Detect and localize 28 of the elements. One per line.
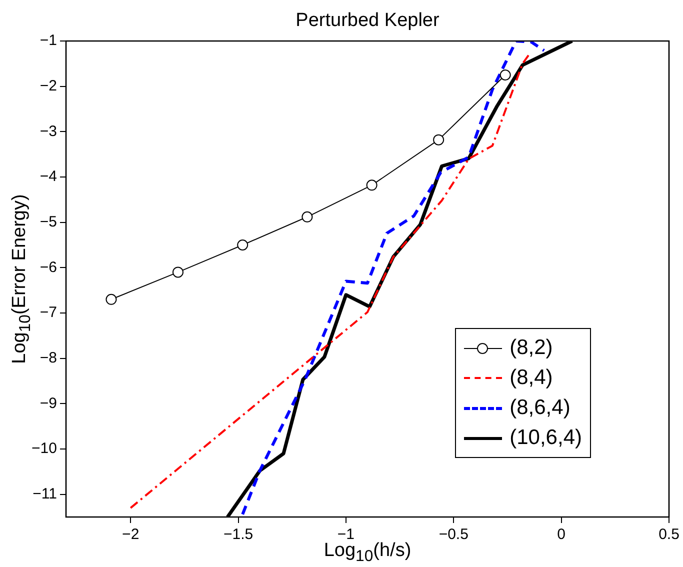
y-tick-label: −6: [40, 258, 57, 276]
x-tick-label: −2: [122, 526, 140, 544]
point: [366, 180, 378, 191]
y-tick-label: −3: [40, 122, 57, 140]
point: [106, 294, 117, 305]
legend-label: (8,4): [510, 366, 553, 390]
y-tick-label: −11: [32, 485, 57, 502]
point: [500, 70, 511, 80]
legend-label: (8,2): [510, 336, 553, 360]
legend-label: (8,6,4): [510, 396, 570, 420]
y-tick-label: −1: [40, 32, 57, 50]
y-tick-label: −4: [40, 168, 57, 186]
point: [302, 211, 313, 222]
y-tick-label: −7: [40, 304, 57, 322]
y-tick-label: −5: [40, 213, 57, 230]
point: [237, 240, 248, 250]
y-tick-label: −9: [40, 394, 57, 412]
x-tick-label: −1.5: [223, 526, 254, 544]
x-tick-label: 0: [557, 526, 566, 544]
x-tick-label: −0.5: [438, 526, 468, 544]
legend-label: (10,6,4): [510, 426, 582, 450]
point: [172, 266, 184, 278]
y-tick-label: −8: [40, 349, 57, 366]
point: [433, 134, 444, 146]
y-tick-label: −2: [40, 77, 57, 94]
chart-title: Perturbed Kepler: [294, 10, 440, 32]
y-tick-label: −10: [32, 440, 57, 458]
x-tick-label: 0.5: [658, 526, 680, 544]
